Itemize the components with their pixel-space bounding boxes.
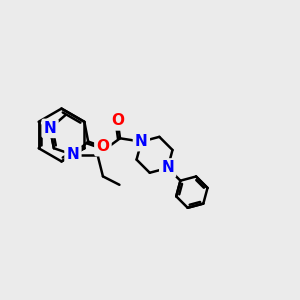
Text: O: O xyxy=(111,113,124,128)
Text: N: N xyxy=(67,147,79,162)
Text: N: N xyxy=(161,160,174,175)
Text: O: O xyxy=(96,139,110,154)
Text: N: N xyxy=(135,134,148,149)
Text: N: N xyxy=(44,121,56,136)
